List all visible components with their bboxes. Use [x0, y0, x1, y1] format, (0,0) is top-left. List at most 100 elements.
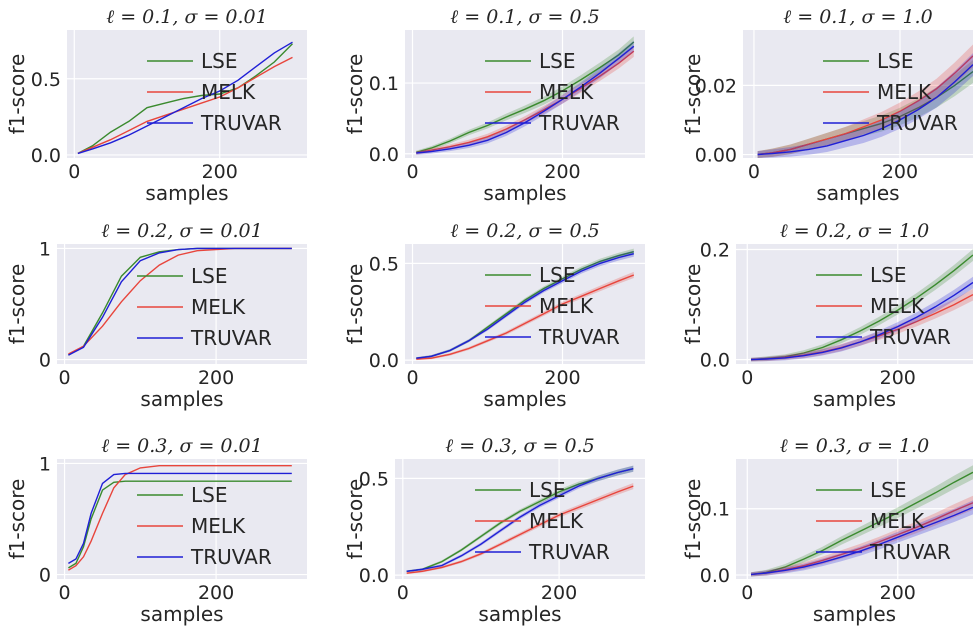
- series-group: [416, 248, 635, 361]
- legend-label-lse: LSE: [191, 483, 227, 507]
- x-tick-label: 200: [882, 161, 918, 183]
- legend-label-truvar: TRUVAR: [538, 111, 620, 135]
- series-line-truvar: [406, 468, 634, 572]
- panel-title: ℓ = 0.3, σ = 0.01: [101, 435, 262, 457]
- chart-panel: 0 200 0.0 0.5 samples f1-score ℓ = 0.1, σ = 0.…: [5, 6, 307, 205]
- series-line-truvar: [68, 472, 292, 565]
- series-line-truvar: [750, 281, 973, 361]
- x-axis-label: samples: [813, 387, 896, 411]
- series-line-lse: [750, 471, 973, 576]
- chart-panel: 0 200 0.00 0.02 samples f1-score ℓ = 0.1, σ = …: [681, 6, 973, 205]
- confidence-band-lse: [757, 60, 973, 158]
- legend-label-melk: MELK: [877, 80, 932, 104]
- x-tick-label: 200: [880, 582, 916, 604]
- legend-label-lse: LSE: [870, 478, 906, 502]
- confidence-band-truvar: [751, 276, 973, 362]
- y-tick-label: 0: [39, 350, 51, 372]
- legend-label-truvar: TRUVAR: [538, 325, 620, 349]
- confidence-band-truvar: [406, 465, 634, 573]
- legend-label-truvar: TRUVAR: [869, 325, 951, 349]
- plot-area: [405, 244, 645, 364]
- legend-label-melk: MELK: [539, 294, 594, 318]
- legend-label-truvar: TRUVAR: [876, 111, 958, 135]
- series-line-melk: [416, 50, 635, 154]
- series-line-truvar: [750, 506, 973, 576]
- y-axis-label: f1-score: [343, 264, 367, 345]
- y-tick-label: 0.0: [369, 350, 399, 372]
- y-axis-label: f1-score: [343, 479, 367, 560]
- x-tick-label: 200: [202, 161, 238, 183]
- x-tick-label: 0: [59, 367, 71, 389]
- series-line-melk: [68, 465, 292, 571]
- y-axis-label: f1-score: [343, 54, 367, 135]
- series-line-melk: [757, 55, 973, 156]
- series-line-truvar: [416, 253, 634, 359]
- y-axis-label: f1-score: [681, 479, 705, 560]
- legend-label-lse: LSE: [201, 49, 237, 73]
- chart-panel: 0 200 0.0 0.5 samples f1-score ℓ = 0.3, σ = 0.…: [343, 435, 645, 626]
- x-tick-label: 0: [406, 367, 418, 389]
- chart-panel: 0 200 0.0 0.2 samples f1-score ℓ = 0.2, σ = 1.…: [681, 220, 973, 411]
- y-tick-label: 0: [39, 565, 51, 587]
- x-axis-label: samples: [145, 181, 228, 205]
- y-axis-label: f1-score: [5, 54, 29, 135]
- panel-title: ℓ = 0.3, σ = 1.0: [780, 435, 929, 457]
- series-group: [750, 249, 973, 362]
- panel-title: ℓ = 0.1, σ = 0.5: [450, 6, 599, 28]
- series-line-truvar: [68, 247, 292, 356]
- legend-label-truvar: TRUVAR: [869, 540, 951, 564]
- plot-area: [57, 244, 307, 364]
- series-line-melk: [416, 274, 635, 360]
- legend-label-melk: MELK: [191, 295, 246, 319]
- y-axis-label: f1-score: [681, 264, 705, 345]
- y-tick-label: 0.0: [369, 144, 399, 166]
- legend-label-melk: MELK: [191, 514, 246, 538]
- legend-label-melk: MELK: [201, 80, 256, 104]
- legend-label-truvar: TRUVAR: [190, 545, 272, 569]
- x-tick-label: 0: [397, 582, 409, 604]
- confidence-band-truvar: [757, 53, 973, 158]
- y-tick-label: 1: [39, 238, 51, 260]
- series-line-truvar: [757, 64, 973, 156]
- y-tick-label: 0.1: [369, 73, 399, 95]
- x-tick-label: 0: [741, 367, 753, 389]
- legend-label-truvar: TRUVAR: [200, 111, 282, 135]
- y-tick-label: 0.0: [700, 565, 730, 587]
- y-tick-label: 0.5: [369, 253, 399, 275]
- panel-title: ℓ = 0.2, σ = 1.0: [780, 220, 929, 242]
- x-axis-label: samples: [478, 602, 561, 626]
- x-tick-label: 0: [59, 582, 71, 604]
- x-axis-label: samples: [483, 387, 566, 411]
- plot-area: [395, 459, 645, 579]
- x-axis-label: samples: [140, 602, 223, 626]
- x-axis-label: samples: [483, 181, 566, 205]
- legend-label-lse: LSE: [877, 49, 913, 73]
- series-group: [68, 465, 292, 571]
- series-line-lse: [416, 41, 635, 153]
- chart-panel: 0 200 0.0 0.1 samples f1-score ℓ = 0.1, σ = 0.…: [343, 6, 645, 205]
- chart-panel: 0 200 0.0 0.1 samples f1-score ℓ = 0.3, σ = 1.…: [681, 435, 973, 626]
- series-line-melk: [406, 485, 634, 574]
- x-tick-label: 200: [198, 582, 234, 604]
- series-line-melk: [77, 56, 293, 155]
- y-tick-label: 0.1: [700, 499, 730, 521]
- y-tick-label: 0.0: [700, 350, 730, 372]
- x-tick-label: 200: [198, 367, 234, 389]
- x-tick-label: 200: [544, 367, 580, 389]
- panel-title: ℓ = 0.1, σ = 1.0: [783, 6, 932, 28]
- confidence-band-melk: [406, 483, 634, 575]
- plot-area: [67, 30, 307, 158]
- plot-area: [736, 459, 973, 579]
- x-tick-label: 0: [741, 582, 753, 604]
- x-tick-label: 200: [544, 161, 580, 183]
- series-group: [77, 41, 293, 155]
- legend-label-lse: LSE: [191, 264, 227, 288]
- y-axis-label: f1-score: [5, 479, 29, 560]
- series-group: [406, 465, 634, 575]
- series-line-lse: [77, 43, 293, 155]
- series-group: [750, 465, 973, 577]
- plot-area: [57, 459, 307, 579]
- y-tick-label: 0.5: [359, 468, 389, 490]
- x-tick-label: 200: [880, 367, 916, 389]
